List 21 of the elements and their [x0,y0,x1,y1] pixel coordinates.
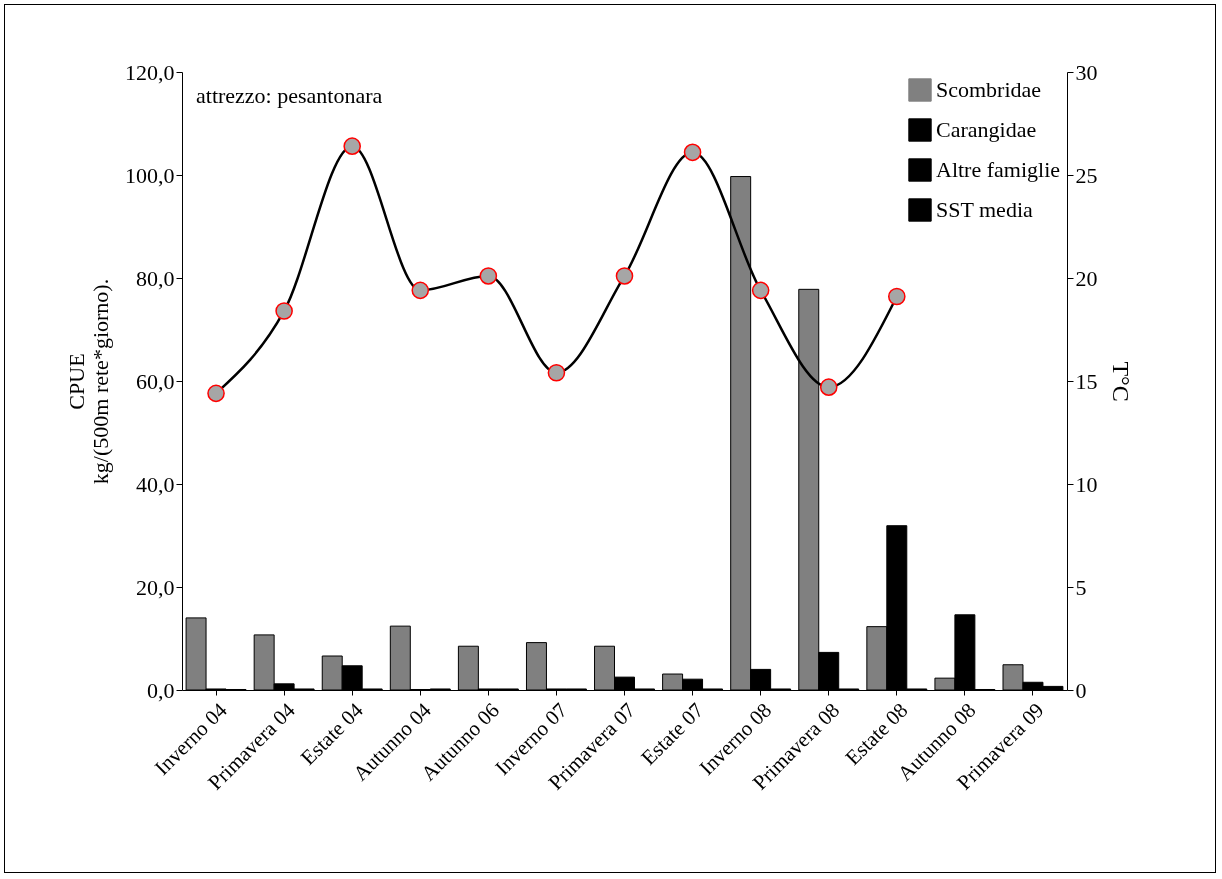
y-tick-label: 100,0 [125,162,175,188]
legend-label: SST media [936,197,1033,222]
y2-tick-label: 5 [1075,574,1087,600]
y-tick-label: 80,0 [136,265,175,291]
y2-tick-label: 25 [1075,162,1098,188]
y-tick-label: 60,0 [136,368,175,394]
y-tick-label: 20,0 [136,574,175,600]
annotation: attrezzo: pesantonara [196,83,383,108]
legend-label: Scombridae [936,77,1042,102]
y-tick-label: 0,0 [147,677,175,703]
y2-tick-label: 0 [1075,677,1087,703]
y-tick-label: 120,0 [125,59,175,85]
y2-tick-label: 30 [1075,59,1098,85]
legend-label: Carangidae [936,117,1037,142]
y2-tick-label: 10 [1075,471,1098,497]
y2-tick-label: 15 [1075,368,1098,394]
y-tick-label: 40,0 [136,471,175,497]
y2-axis-title: T°C [1107,361,1134,402]
y-axis-title: CPUE kg/(500m rete*giorno). [64,278,113,485]
y2-tick-label: 20 [1075,265,1098,291]
legend-label: Altre famiglie [936,157,1061,182]
